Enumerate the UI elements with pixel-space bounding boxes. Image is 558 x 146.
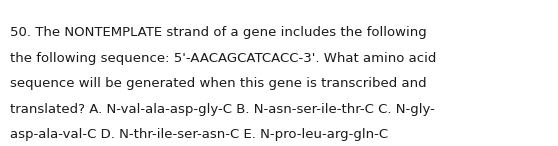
Text: sequence will be generated when this gene is transcribed and: sequence will be generated when this gen… (10, 77, 427, 90)
Text: translated? A. N-val-ala-asp-gly-C B. N-asn-ser-ile-thr-C C. N-gly-: translated? A. N-val-ala-asp-gly-C B. N-… (10, 103, 435, 116)
Text: 50. The NONTEMPLATE strand of a gene includes the following: 50. The NONTEMPLATE strand of a gene inc… (10, 26, 427, 39)
Text: asp-ala-val-C D. N-thr-ile-ser-asn-C E. N-pro-leu-arg-gln-C: asp-ala-val-C D. N-thr-ile-ser-asn-C E. … (10, 128, 388, 141)
Text: the following sequence: 5'-AACAGCATCACC-3'. What amino acid: the following sequence: 5'-AACAGCATCACC-… (10, 52, 436, 65)
